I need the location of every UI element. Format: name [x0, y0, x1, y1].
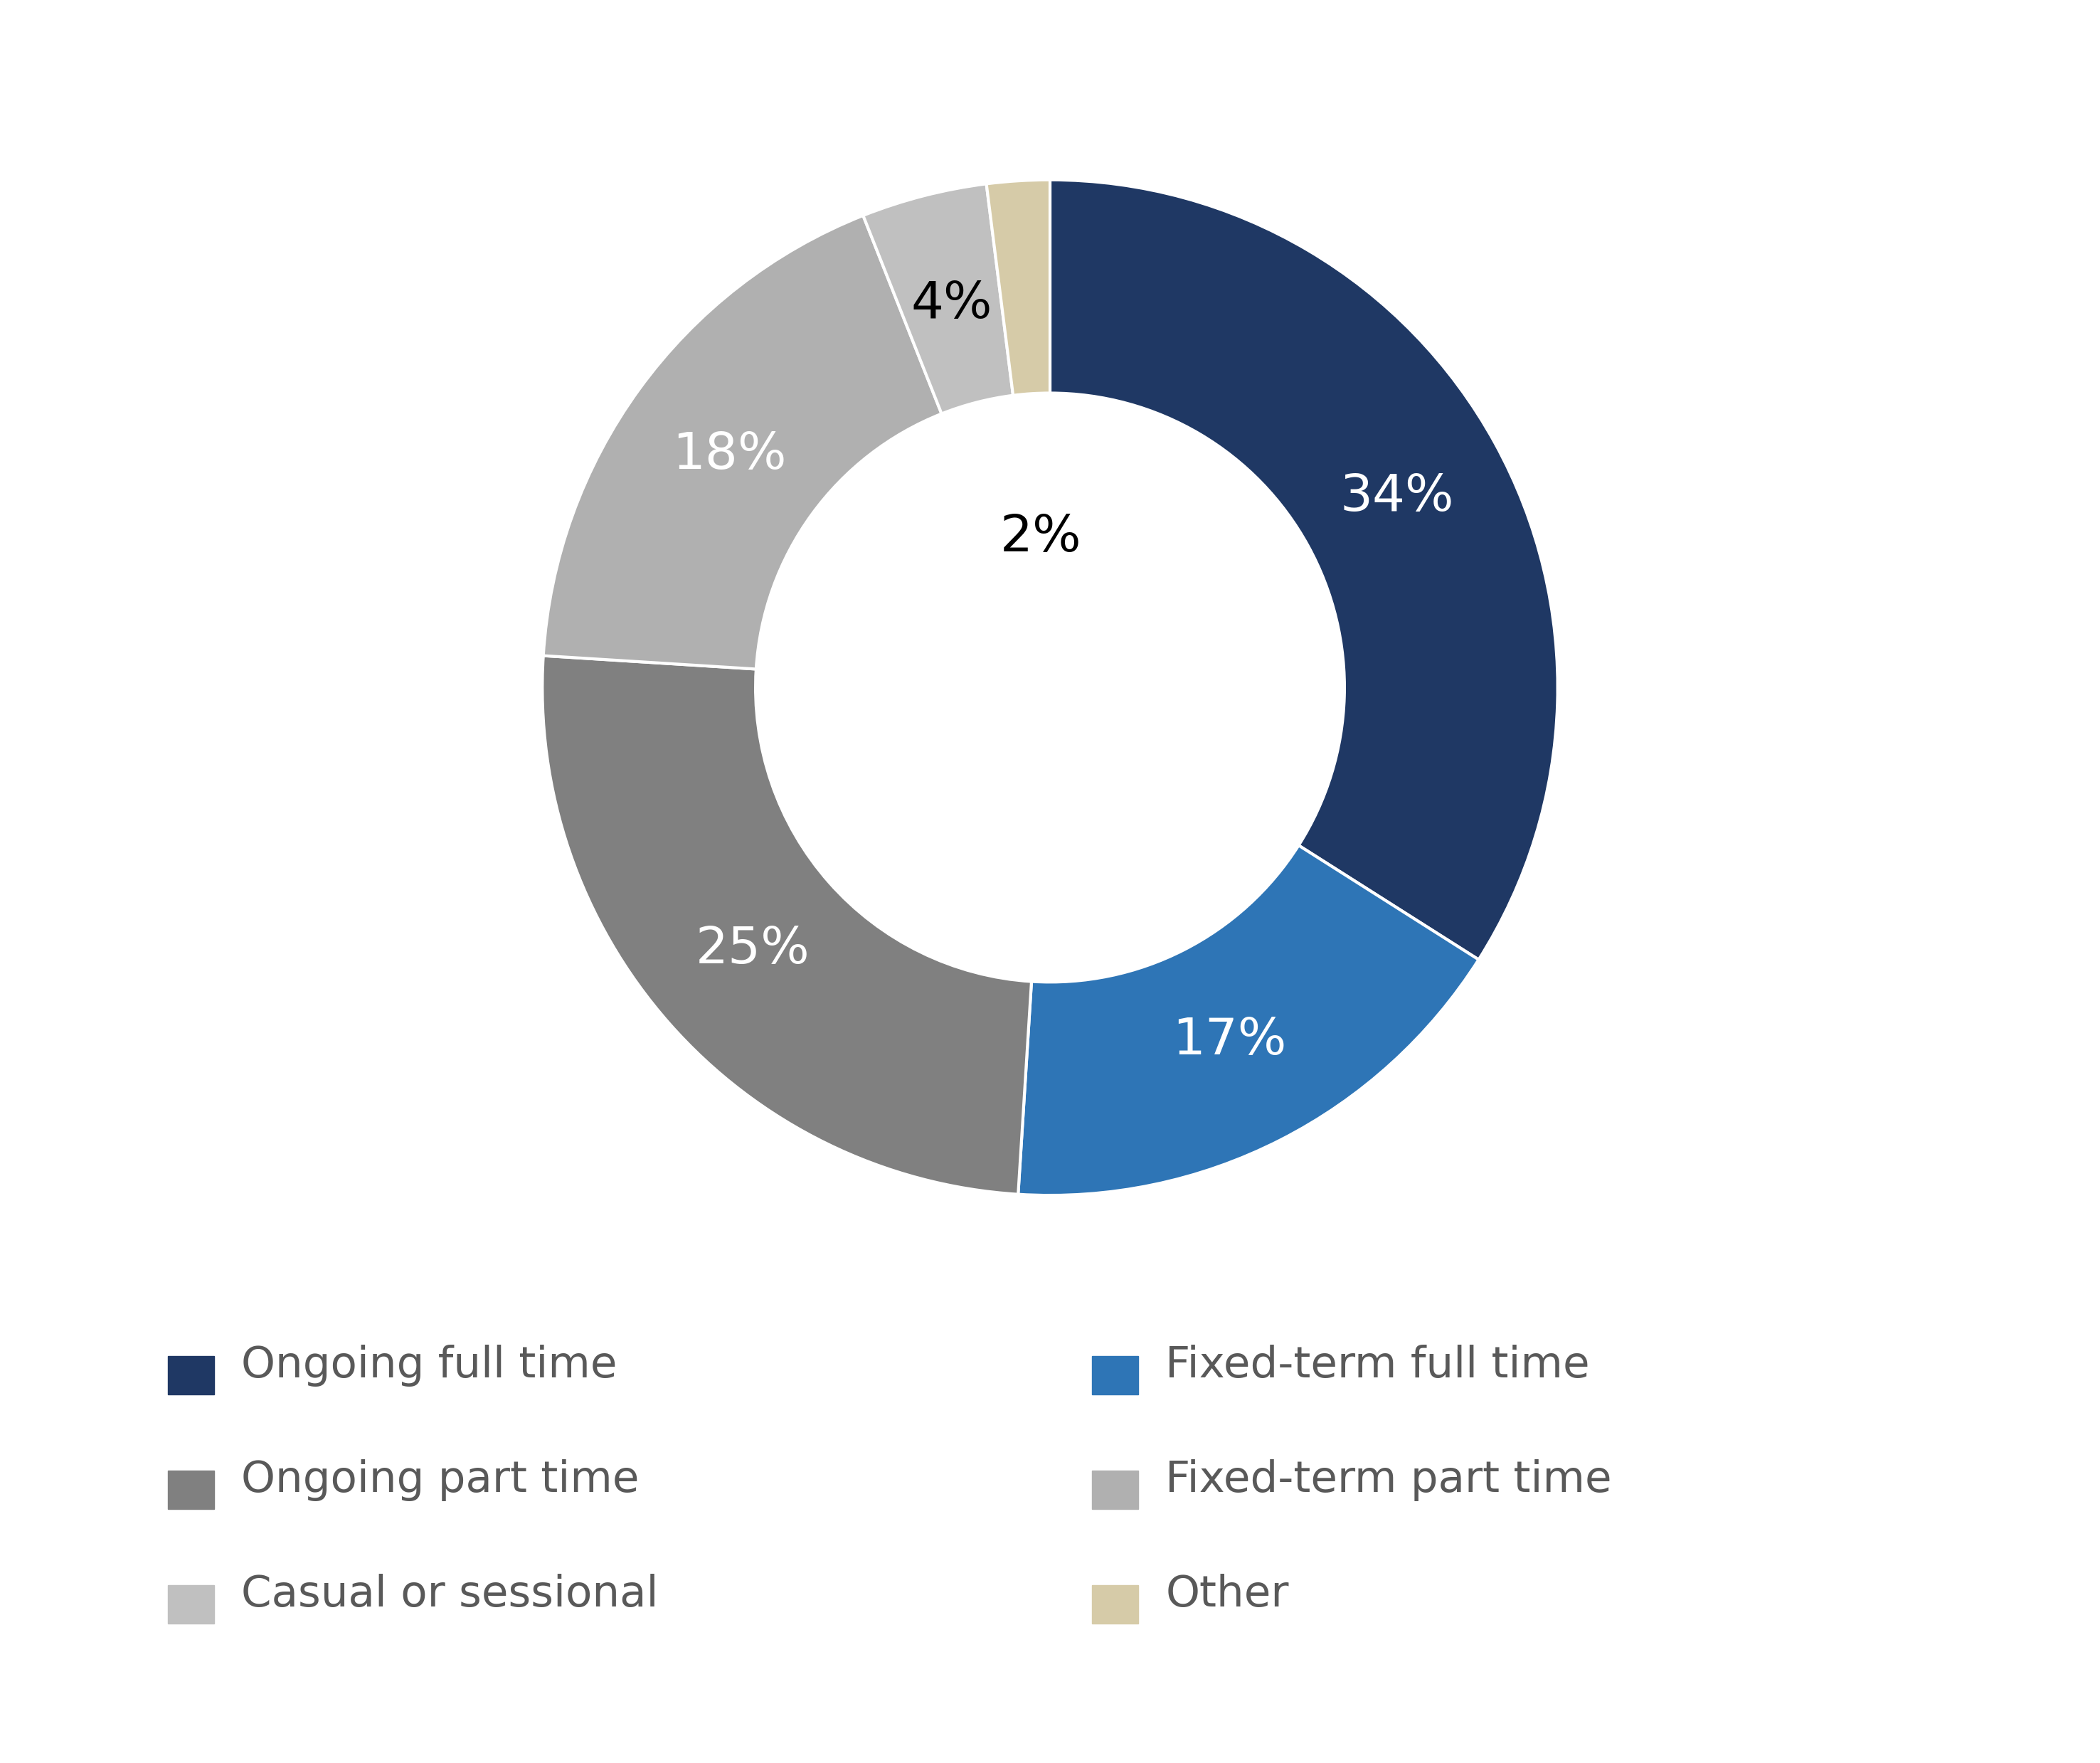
Wedge shape: [1019, 846, 1478, 1195]
Text: Other: Other: [1166, 1574, 1289, 1615]
Text: Ongoing part time: Ongoing part time: [242, 1460, 640, 1500]
Text: 18%: 18%: [672, 430, 788, 480]
Text: 17%: 17%: [1172, 1015, 1287, 1065]
Text: Casual or sessional: Casual or sessional: [242, 1574, 659, 1615]
Text: Ongoing full time: Ongoing full time: [242, 1345, 617, 1386]
Text: 4%: 4%: [911, 279, 991, 328]
Wedge shape: [1050, 180, 1558, 959]
Text: Fixed-term full time: Fixed-term full time: [1166, 1345, 1590, 1386]
Wedge shape: [863, 183, 1012, 414]
Wedge shape: [544, 215, 941, 670]
Text: 25%: 25%: [695, 926, 811, 973]
Wedge shape: [542, 656, 1031, 1194]
Text: 34%: 34%: [1340, 472, 1453, 522]
Wedge shape: [987, 180, 1050, 395]
Text: 2%: 2%: [1000, 513, 1082, 562]
Text: Fixed-term part time: Fixed-term part time: [1166, 1460, 1613, 1500]
